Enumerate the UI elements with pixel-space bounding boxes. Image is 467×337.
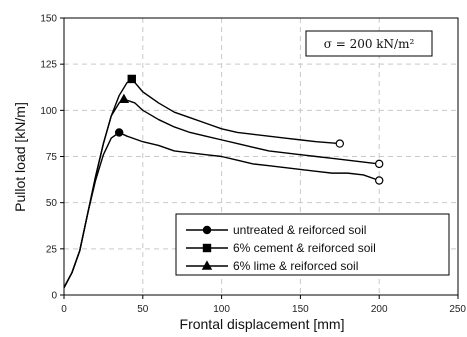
legend-item: untreated & reiforced soil (186, 223, 366, 237)
legend-item: 6% cement & reiforced soil (186, 241, 376, 255)
series-line (63, 98, 380, 288)
y-tick-label: 150 (40, 14, 57, 25)
annotation-box: σ = 200 kN/m² (305, 30, 433, 57)
legend-label: 6% cement & reiforced soil (233, 241, 376, 255)
annotation-text: σ = 200 kN/m² (324, 37, 415, 51)
legend-items: untreated & reiforced soil 6% cement & re… (186, 223, 376, 273)
legend-item: 6% lime & reiforced soil (186, 259, 358, 273)
legend-frame (175, 213, 450, 276)
series-end-marker (375, 176, 384, 185)
x-tick-label: 150 (292, 304, 309, 315)
x-tick-label: 100 (213, 304, 230, 315)
legend-marker (201, 260, 213, 270)
legend-marker (202, 243, 212, 253)
axis-ticks: 0 25 50 75 100 125 150 0 50 100 150 200 250 (40, 14, 466, 316)
series-end-marker (335, 139, 344, 148)
legend-label: untreated & reiforced soil (233, 223, 366, 237)
grid-lines (64, 18, 458, 295)
x-tick-label: 250 (449, 304, 466, 315)
series-1 (63, 128, 384, 288)
series-line (63, 131, 380, 288)
x-tick-label: 0 (61, 304, 67, 315)
series-peak-marker (127, 74, 136, 84)
legend: untreated & reiforced soil 6% cement & re… (175, 213, 450, 276)
y-axis-title: Pullot load [kN/m] (12, 102, 28, 212)
y-tick-label: 75 (46, 152, 58, 163)
series-end-marker (375, 159, 384, 169)
y-tick-label: 100 (40, 106, 57, 117)
legend-label: 6% lime & reiforced soil (233, 259, 358, 273)
x-tick-label: 200 (371, 304, 388, 315)
series-3 (63, 93, 384, 288)
series-peak-marker (118, 93, 130, 104)
y-tick-label: 0 (51, 291, 57, 302)
x-axis-title: Frontal displacement [mm] (180, 316, 345, 332)
y-tick-label: 50 (46, 198, 58, 209)
x-tick-label: 50 (137, 304, 149, 315)
series-lines (63, 74, 384, 288)
legend-marker (202, 225, 212, 235)
y-tick-label: 125 (40, 60, 57, 71)
y-tick-label: 25 (46, 244, 58, 255)
series-peak-marker (114, 128, 124, 137)
annotation-frame (305, 30, 433, 57)
